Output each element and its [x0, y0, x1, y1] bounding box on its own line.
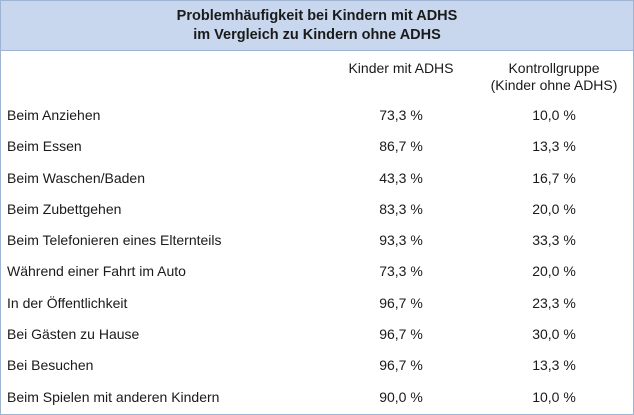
row-value-adhs: 93,3 %	[379, 232, 423, 249]
row-label: In der Öffentlichkeit	[7, 294, 128, 311]
column-header-control-line-2: (Kinder ohne ADHS)	[490, 77, 618, 93]
row-label: Während einer Fahrt im Auto	[7, 263, 186, 280]
column-header-adhs-label: Kinder mit ADHS	[348, 60, 454, 76]
row-label: Bei Gästen zu Hause	[7, 326, 140, 343]
row-value-control: 23,3 %	[532, 294, 576, 311]
row-value-control: 10,0 %	[532, 388, 576, 405]
table-row: Bei Besuchen 96,7 % 13,3 %	[1, 351, 633, 382]
table-row: Beim Zubettgehen 83,3 % 20,0 %	[1, 195, 633, 226]
row-label: Beim Waschen/Baden	[7, 169, 145, 186]
table-row: Beim Essen 86,7 % 13,3 %	[1, 132, 633, 163]
row-value-adhs: 43,3 %	[379, 169, 423, 186]
table-row: Beim Anziehen 73,3 % 10,0 %	[1, 101, 633, 132]
row-value-adhs: 90,0 %	[379, 388, 423, 405]
row-value-adhs: 96,7 %	[379, 357, 423, 374]
table-row: Während einer Fahrt im Auto 73,3 % 20,0 …	[1, 257, 633, 288]
row-label: Beim Essen	[7, 138, 82, 155]
row-value-control: 20,0 %	[532, 263, 576, 280]
row-value-adhs: 83,3 %	[379, 200, 423, 217]
row-label: Beim Telefonieren eines Elternteils	[7, 232, 222, 249]
table-title-line-1: Problemhäufigkeit bei Kindern mit ADHS	[176, 7, 458, 24]
row-value-adhs: 86,7 %	[379, 138, 423, 155]
table-title-line-2: im Vergleich zu Kindern ohne ADHS	[193, 26, 441, 43]
row-value-adhs: 73,3 %	[379, 263, 423, 280]
table-row: Bei Gästen zu Hause 96,7 % 30,0 %	[1, 320, 633, 351]
table-title-bar: Problemhäufigkeit bei Kindern mit ADHS i…	[1, 1, 633, 51]
row-label: Beim Zubettgehen	[7, 200, 122, 217]
column-header-control-line-1: Kontrollgruppe	[508, 60, 600, 76]
row-value-control: 13,3 %	[532, 138, 576, 155]
row-label: Bei Besuchen	[7, 357, 94, 374]
table-row: Beim Waschen/Baden 43,3 % 16,7 %	[1, 164, 633, 195]
row-value-control: 30,0 %	[532, 326, 576, 343]
table-row: Beim Spielen mit anderen Kindern 90,0 % …	[1, 383, 633, 414]
table-row: In der Öffentlichkeit 96,7 % 23,3 %	[1, 289, 633, 320]
row-value-control: 16,7 %	[532, 169, 576, 186]
row-value-adhs: 73,3 %	[379, 107, 423, 123]
table-row: Beim Telefonieren eines Elternteils 93,3…	[1, 226, 633, 257]
table-body: Beim Anziehen 73,3 % 10,0 % Beim Essen 8…	[1, 101, 633, 414]
row-label: Beim Anziehen	[7, 107, 101, 123]
row-value-adhs: 96,7 %	[379, 294, 423, 311]
row-value-adhs: 96,7 %	[379, 326, 423, 343]
column-header-adhs: Kinder mit ADHS	[321, 60, 481, 77]
column-header-row: Kinder mit ADHS Kontrollgruppe (Kinder o…	[1, 51, 633, 103]
row-value-control: 10,0 %	[532, 107, 576, 123]
row-value-control: 13,3 %	[532, 357, 576, 374]
row-value-control: 20,0 %	[532, 200, 576, 217]
column-header-control: Kontrollgruppe (Kinder ohne ADHS)	[471, 60, 634, 94]
row-value-control: 33,3 %	[532, 232, 576, 249]
row-label: Beim Spielen mit anderen Kindern	[7, 388, 220, 405]
